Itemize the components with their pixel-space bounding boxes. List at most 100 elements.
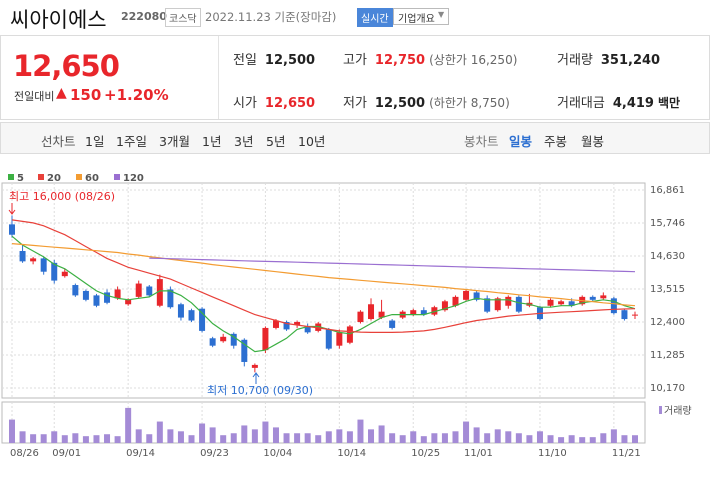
price-frame [1, 182, 646, 399]
volume-bar [336, 429, 343, 443]
value: 351,240 [600, 53, 661, 68]
volume-bar [420, 436, 427, 443]
candle-body [199, 308, 206, 331]
candle-body [156, 279, 163, 306]
y-tick-label: 15,746 [650, 218, 685, 229]
period-tabs: 선차트 1일 1주일 3개월 1년 3년 5년 10년 봉차트 일봉 주봉 월봉 [0, 122, 710, 154]
candle-body [251, 364, 258, 368]
volume-legend-swatch [659, 406, 662, 414]
candle-body [547, 299, 554, 306]
period-tab[interactable]: 3개월 [159, 134, 190, 149]
volume-bar [209, 427, 216, 443]
stock-code: 222080 [121, 10, 167, 23]
volume-bar [9, 419, 15, 443]
volume-bar [51, 431, 58, 443]
change-value: 150 [70, 86, 102, 104]
low-annotation: 최저 10,700 (09/30) [207, 384, 313, 397]
volume-bar [484, 433, 491, 443]
ma-line [11, 243, 636, 307]
x-tick-label: 11/01 [464, 448, 493, 459]
volume-bar [135, 429, 142, 443]
x-tick-label: 11/21 [612, 448, 641, 459]
volume-bar [568, 435, 575, 443]
y-tick-label: 16,861 [650, 185, 685, 196]
candle-body [72, 285, 79, 296]
legend-swatch [114, 174, 120, 180]
volume-bar [114, 436, 121, 443]
candle-tab[interactable]: 주봉 [544, 134, 568, 149]
candle-body [600, 295, 607, 299]
candle-body [114, 289, 121, 299]
change-percent: +1.20% [104, 86, 169, 104]
note: (하한가 8,750) [429, 96, 510, 110]
legend-label: 60 [85, 173, 99, 184]
volume-bar [547, 435, 554, 443]
candle-body [9, 224, 15, 235]
x-tick-label: 11/10 [538, 448, 567, 459]
candle-body [93, 295, 100, 306]
overview-dropdown[interactable]: 기업개요 ▼ [393, 8, 449, 25]
volume-bar [589, 437, 596, 443]
volume-bar [294, 433, 301, 443]
volume-bar [315, 435, 322, 443]
volume-bar [410, 431, 417, 443]
low-arrow [252, 372, 260, 384]
candle-body [484, 298, 491, 312]
period-tab[interactable]: 1년 [202, 134, 222, 149]
volume-bar [72, 433, 79, 443]
value: 12,500 [264, 53, 316, 68]
candle-body [230, 333, 237, 346]
legend-swatch [76, 174, 82, 180]
period-tab[interactable]: 1일 [85, 134, 105, 149]
candle-tab-selected[interactable]: 일봉 [509, 134, 533, 149]
candle-body [82, 290, 89, 300]
candle-body [621, 310, 628, 320]
label: 고가 [343, 53, 367, 68]
realtime-button[interactable]: 실시간 [357, 8, 393, 27]
volume-label: 거래량 [664, 405, 692, 417]
x-tick-label: 09/14 [126, 448, 155, 459]
value: 12,750 [374, 53, 426, 68]
quote-item: 거래량 351,240 [557, 49, 660, 68]
legend-label: 20 [47, 173, 61, 184]
volume-bar [378, 425, 385, 443]
volume-bar [399, 435, 406, 443]
candle-body [610, 298, 617, 314]
candle-tab[interactable]: 월봉 [581, 134, 605, 149]
x-tick-label: 09/01 [52, 448, 81, 459]
period-tab[interactable]: 1주일 [116, 134, 147, 149]
quote-item: 거래대금 4,419 백만 [557, 92, 680, 111]
candle-body [241, 339, 248, 362]
volume-bar [146, 434, 153, 443]
x-tick-label: 10/04 [263, 448, 292, 459]
ma-line [11, 235, 636, 353]
legend-swatch [38, 174, 44, 180]
candle-body [177, 304, 184, 318]
value: 4,419 [612, 96, 654, 111]
high-annotation: 최고 16,000 (08/26) [9, 190, 115, 203]
quote-item: 시가 12,650 [233, 92, 315, 111]
volume-bar [357, 419, 364, 443]
volume-bar [304, 433, 311, 443]
candle-body [125, 299, 132, 305]
volume-bar [526, 435, 533, 443]
volume-bar [167, 429, 174, 443]
volume-bar [515, 433, 522, 443]
candle-body [632, 314, 638, 316]
x-tick-label: 10/25 [411, 448, 440, 459]
candle-body [30, 258, 37, 262]
candle-body [167, 289, 174, 308]
volume-bar [441, 433, 448, 443]
candle-body [410, 310, 417, 315]
volume-bar [40, 434, 47, 443]
period-tab[interactable]: 3년 [234, 134, 254, 149]
change-label: 전일대비 [14, 90, 55, 103]
candle-body [589, 296, 596, 300]
volume-bar [19, 431, 26, 443]
candle-body [61, 271, 68, 277]
period-tab[interactable]: 5년 [266, 134, 286, 149]
candle-body [304, 326, 311, 333]
period-tab[interactable]: 10년 [298, 134, 326, 149]
y-tick-label: 11,285 [650, 350, 685, 361]
